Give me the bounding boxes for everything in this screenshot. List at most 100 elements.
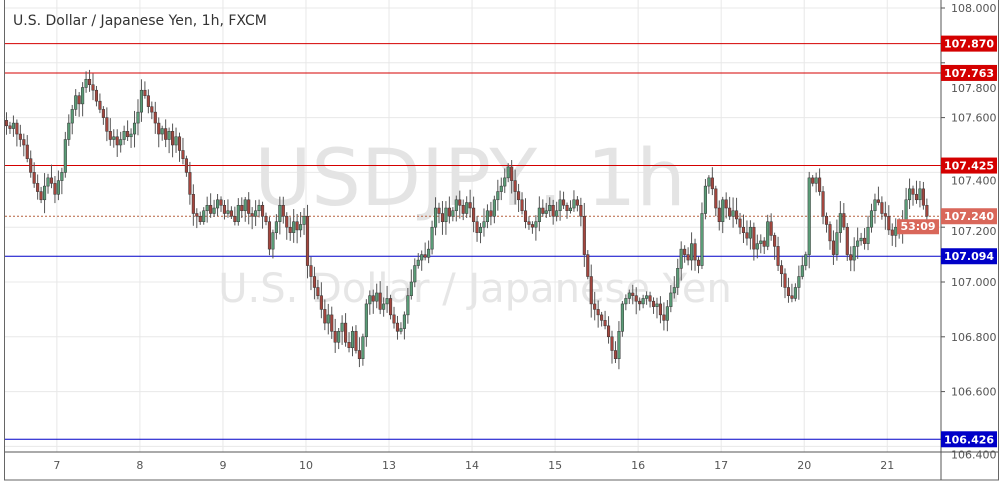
candle-up [129, 133, 133, 138]
candle-up [63, 139, 67, 173]
candle-down [527, 221, 531, 225]
candle-down [357, 350, 361, 359]
candle-up [908, 188, 912, 201]
candle-up [534, 221, 538, 228]
candle-down [752, 226, 756, 250]
candle-down [710, 177, 714, 190]
candle-up [167, 131, 171, 140]
candle-down [606, 325, 611, 338]
candle-down [247, 199, 251, 214]
candle-down [15, 122, 19, 135]
candle-up [81, 87, 85, 105]
candle-down [461, 205, 465, 214]
current-price-label [941, 208, 997, 225]
candle-down [53, 183, 57, 195]
candle-up [274, 221, 278, 233]
candle-up [537, 207, 541, 222]
candle-up [122, 131, 126, 140]
candle-down [305, 215, 310, 266]
candle-down [198, 215, 202, 222]
candle-down [344, 322, 348, 343]
candle-up [326, 314, 330, 324]
candle-down [288, 226, 292, 233]
candle-down [631, 292, 635, 296]
candle-down [91, 84, 95, 91]
candle-up [67, 122, 71, 140]
candle-up [690, 243, 694, 261]
candle-down [686, 254, 690, 261]
candle-up [382, 303, 386, 310]
candle-down [150, 106, 154, 113]
candle-up [506, 166, 510, 179]
candle-up [451, 210, 455, 217]
candle-down [523, 210, 528, 222]
candle-down [29, 158, 33, 173]
candle-up [869, 210, 874, 228]
candle-up [568, 207, 573, 212]
candle-up [645, 295, 649, 299]
candle-up [665, 306, 669, 321]
candle-up [257, 205, 261, 212]
candle-up [707, 177, 711, 187]
candle-down [4, 120, 9, 127]
candle-down [8, 125, 12, 129]
candle-up [555, 210, 559, 217]
candle-down [49, 177, 54, 184]
candle-down [880, 202, 884, 214]
candle-down [222, 205, 227, 214]
candle-up [420, 254, 424, 261]
candle-down [693, 243, 697, 261]
candle-up [364, 303, 368, 338]
candle-down [281, 205, 285, 217]
candle-up [427, 248, 431, 258]
candle-up [700, 213, 704, 266]
support-price-label [941, 248, 997, 265]
candle-down [651, 300, 656, 307]
candle-down [517, 191, 521, 201]
candle-up [641, 298, 645, 305]
time-tick-label: 21 [880, 459, 894, 472]
time-tick-label: 8 [136, 459, 143, 472]
candle-down [32, 172, 36, 184]
candle-down [240, 205, 244, 212]
candle-down [184, 158, 188, 173]
candle-up [430, 226, 434, 250]
candle-up [672, 287, 676, 294]
candle-up [132, 122, 137, 135]
candle-up [399, 328, 403, 332]
candle-down [191, 194, 195, 214]
candle-down [818, 177, 822, 192]
level-price-text: 107.094 [944, 250, 994, 263]
candle-down [188, 172, 192, 195]
candle-up [368, 295, 372, 305]
candle-down [842, 213, 846, 228]
candle-up [755, 243, 759, 250]
candle-down [530, 224, 534, 228]
price-tick-label: 106.600 [951, 386, 997, 399]
time-tick-label: 13 [382, 459, 396, 472]
candle-up [548, 205, 552, 212]
candle-down [579, 205, 583, 217]
candle-down [295, 221, 299, 231]
candle-down [18, 133, 22, 140]
candle-down [157, 122, 161, 135]
candle-down [634, 295, 638, 302]
candle-down [319, 295, 323, 310]
candle-down [883, 213, 887, 217]
candle-down [582, 215, 586, 255]
candle-up [216, 199, 220, 209]
candle-up [119, 139, 123, 146]
candle-up [544, 210, 548, 214]
candle-up [731, 210, 735, 217]
price-tick-label: 107.200 [951, 225, 997, 238]
candle-up [236, 205, 240, 222]
candle-up [852, 246, 856, 261]
candle-down [849, 254, 853, 261]
candle-up [838, 213, 842, 233]
candle-down [696, 259, 701, 266]
candle-down [22, 139, 26, 146]
candle-down [776, 246, 780, 266]
candle-down [468, 202, 472, 209]
